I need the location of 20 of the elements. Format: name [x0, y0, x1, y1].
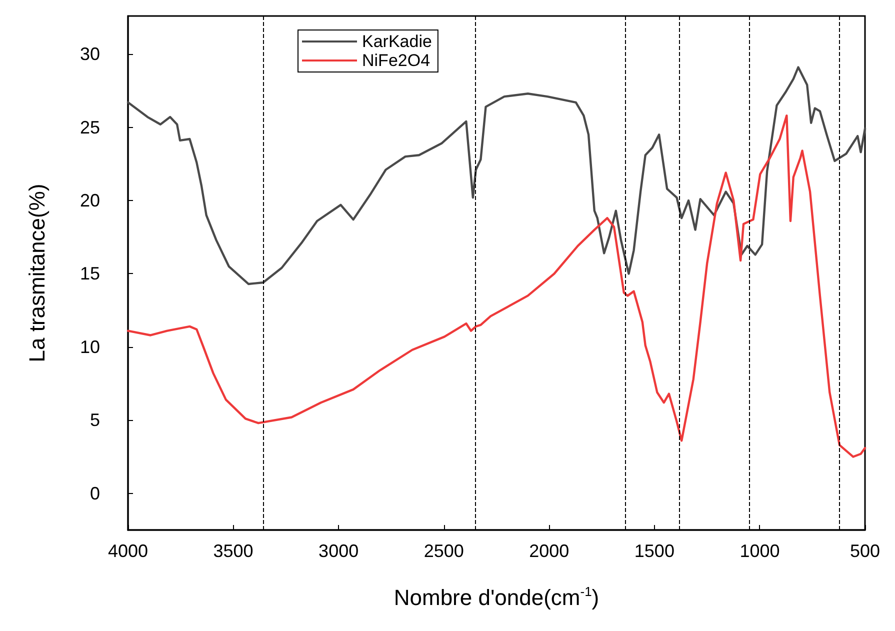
x-tick-label: 1000 — [740, 541, 780, 561]
legend-label: NiFe2O4 — [362, 51, 430, 70]
y-tick-label: 30 — [80, 44, 100, 64]
y-tick-label: 10 — [80, 336, 100, 357]
x-tick-label: 2000 — [529, 541, 570, 561]
x-tick-label: 3500 — [213, 541, 254, 561]
x-tick-label: 4000 — [108, 541, 148, 561]
y-tick-label: 20 — [80, 190, 100, 211]
x-tick-label: 2500 — [424, 541, 464, 561]
y-tick-label: 0 — [90, 483, 100, 504]
line-series — [126, 114, 866, 458]
legend-label: KarKadie — [362, 32, 432, 51]
line-series — [126, 66, 866, 286]
y-tick-label: 15 — [80, 264, 100, 284]
x-tick-label: 500 — [850, 541, 880, 561]
y-axis-title: La trasmitance(%) — [24, 184, 50, 362]
y-tick-label: 25 — [80, 117, 100, 138]
y-tick-label: 5 — [90, 410, 100, 430]
x-tick-label: 3000 — [318, 541, 359, 561]
x-tick-label: 1500 — [634, 541, 674, 561]
